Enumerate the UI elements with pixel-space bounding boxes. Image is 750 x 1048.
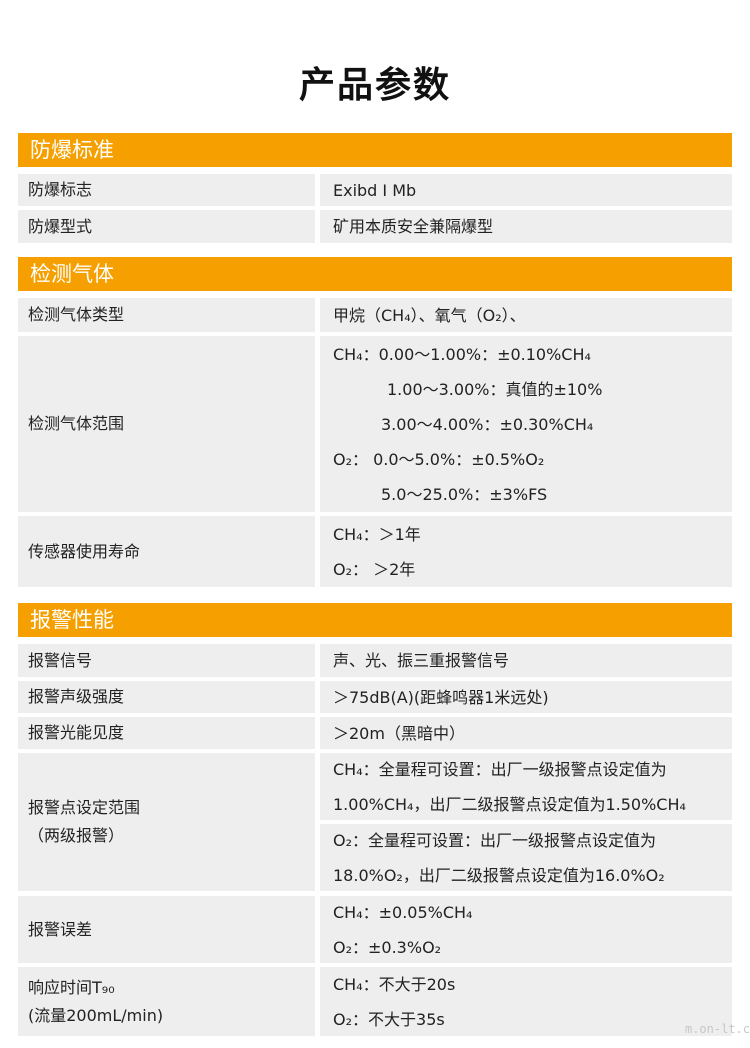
label-line: 响应时间T₉₀ bbox=[28, 977, 115, 997]
value-line: ＞75dB(A)(距蜂鸣器1米远处) bbox=[333, 687, 549, 707]
row-value: 矿用本质安全兼隔爆型 bbox=[320, 210, 732, 243]
row-label: 报警信号 bbox=[18, 644, 315, 677]
row-value: CH₄：＞1年 O₂： ＞2年 bbox=[320, 516, 732, 587]
row-value: 声、光、振三重报警信号 bbox=[320, 644, 732, 677]
label-line: 报警光能见度 bbox=[28, 723, 125, 742]
section-heading: 防爆标准 bbox=[18, 133, 732, 167]
value-line: CH₄：＞1年 bbox=[333, 524, 421, 544]
value-line: 1.00～3.00%：真值的±10% bbox=[387, 379, 603, 399]
page-title: 产品参数 bbox=[298, 65, 451, 106]
label-line: 报警声级强度 bbox=[28, 687, 125, 706]
section-heading: 报警性能 bbox=[18, 603, 732, 637]
label-line: 报警信号 bbox=[28, 650, 93, 670]
value-line: 3.00～4.00%：±0.30%CH₄ bbox=[381, 414, 594, 434]
row-value: ＞20m（黑暗中） bbox=[320, 717, 732, 749]
watermark: m.on-lt.c bbox=[684, 1022, 750, 1036]
label-line: 检测气体类型 bbox=[28, 305, 125, 324]
row-label: 传感器使用寿命 bbox=[18, 516, 315, 587]
row-label: 报警误差 bbox=[18, 896, 315, 963]
label-line: 报警点设定范围 bbox=[28, 798, 141, 817]
row-label: 检测气体类型 bbox=[18, 298, 315, 332]
value-line: CH₄：全量程可设置：出厂一级报警点设定值为 bbox=[333, 759, 667, 779]
row-label: 报警点设定范围 （两级报警） bbox=[18, 753, 315, 891]
row-value: 甲烷（CH₄）、氧气（O₂）、 bbox=[320, 298, 732, 332]
row-value: CH₄：±0.05%CH₄ O₂：±0.3%O₂ bbox=[320, 896, 732, 963]
row-label: 检测气体范围 bbox=[18, 336, 315, 512]
label-line: （两级报警） bbox=[28, 826, 125, 845]
label-line: 防爆标志 bbox=[28, 180, 93, 199]
row-value: Exibd I Mb bbox=[320, 174, 732, 206]
value-line: CH₄：±0.05%CH₄ bbox=[333, 902, 473, 922]
section-heading: 检测气体 bbox=[18, 257, 732, 291]
row-label: 报警光能见度 bbox=[18, 717, 315, 749]
value-line: 甲烷（CH₄）、氧气（O₂）、 bbox=[333, 305, 526, 325]
row-value: ＞75dB(A)(距蜂鸣器1米远处) bbox=[320, 681, 732, 713]
label-line: 检测气体范围 bbox=[28, 414, 125, 433]
row-value: O₂：全量程可设置：出厂一级报警点设定值为 18.0%O₂，出厂二级报警点设定值… bbox=[320, 824, 732, 891]
label-line: 报警误差 bbox=[28, 919, 93, 939]
value-line: O₂： ＞2年 bbox=[333, 559, 416, 579]
row-label: 响应时间T₉₀ (流量200mL/min) bbox=[18, 967, 315, 1036]
row-value: CH₄：全量程可设置：出厂一级报警点设定值为 1.00%CH₄，出厂二级报警点设… bbox=[320, 753, 732, 820]
row-value: CH₄：不大于20s O₂：不大于35s bbox=[320, 967, 732, 1036]
value-line: O₂：±0.3%O₂ bbox=[333, 937, 442, 957]
row-label: 防爆型式 bbox=[18, 210, 315, 243]
label-line: 传感器使用寿命 bbox=[28, 541, 141, 561]
row-value: CH₄：0.00～1.00%：±0.10%CH₄ 1.00～3.00%：真值的±… bbox=[320, 336, 732, 512]
value-line: 5.0～25.0%：±3%FS bbox=[381, 484, 548, 504]
row-label: 报警声级强度 bbox=[18, 681, 315, 713]
value-line: 声、光、振三重报警信号 bbox=[333, 651, 510, 670]
value-line: O₂：全量程可设置：出厂一级报警点设定值为 bbox=[333, 830, 657, 850]
value-line: 1.00%CH₄，出厂二级报警点设定值为1.50%CH₄ bbox=[333, 794, 686, 814]
row-label: 防爆标志 bbox=[18, 174, 315, 206]
value-line: ＞20m（黑暗中） bbox=[333, 723, 465, 743]
value-line: O₂： 0.0～5.0%：±0.5%O₂ bbox=[333, 449, 545, 469]
label-line: (流量200mL/min) bbox=[28, 1005, 164, 1025]
value-line: 18.0%O₂，出厂二级报警点设定值为16.0%O₂ bbox=[333, 865, 665, 885]
value-line: Exibd I Mb bbox=[333, 180, 417, 200]
value-line: CH₄：0.00～1.00%：±0.10%CH₄ bbox=[333, 344, 591, 364]
value-line: CH₄：不大于20s bbox=[333, 974, 456, 994]
value-line: O₂：不大于35s bbox=[333, 1009, 445, 1029]
value-line: 矿用本质安全兼隔爆型 bbox=[333, 217, 494, 236]
label-line: 防爆型式 bbox=[28, 216, 93, 236]
